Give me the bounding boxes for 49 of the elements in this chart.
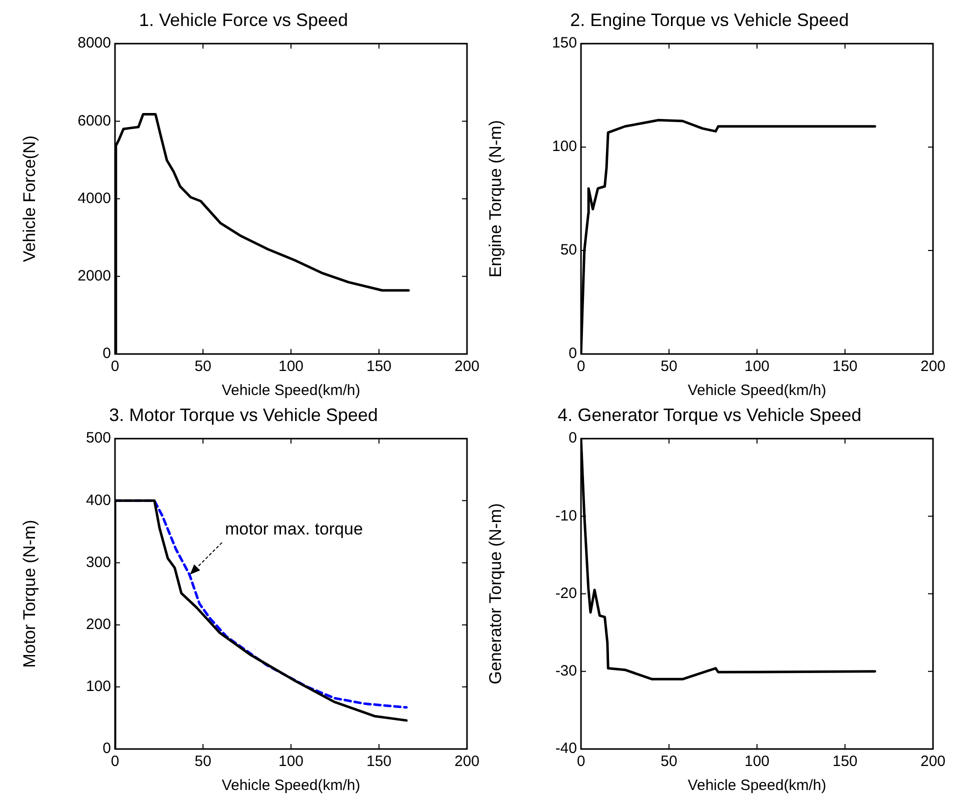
x-tick-label: 200 bbox=[454, 753, 480, 770]
x-tick-label: 100 bbox=[278, 358, 304, 376]
x-tick-label: 100 bbox=[278, 753, 304, 770]
y-axis-title: Generator Torque (N-m) bbox=[486, 503, 505, 684]
y-tick-label: 50 bbox=[560, 242, 577, 259]
y-tick-label: 8000 bbox=[78, 34, 111, 52]
x-tick-label: 100 bbox=[744, 358, 770, 376]
chart-title: 2. Engine Torque vs Vehicle Speed bbox=[570, 10, 849, 30]
y-tick-label: -30 bbox=[555, 662, 577, 680]
x-axis-title: Vehicle Speed(km/h) bbox=[688, 777, 826, 794]
y-axis-title: Vehicle Force(N) bbox=[20, 135, 39, 262]
y-tick-label: -40 bbox=[555, 740, 577, 758]
y-tick-label: 2000 bbox=[78, 268, 111, 285]
x-tick-label: 50 bbox=[660, 753, 678, 770]
x-tick-label: 50 bbox=[660, 358, 678, 376]
y-tick-label: 0 bbox=[568, 345, 577, 362]
annotation: motor max. torque bbox=[224, 520, 363, 539]
y-axis-title: Motor Torque (N-m) bbox=[20, 520, 39, 668]
x-tick-label: 200 bbox=[920, 753, 946, 770]
x-tick-label: 150 bbox=[832, 753, 858, 770]
x-axis-title: Vehicle Speed(km/h) bbox=[688, 382, 826, 400]
chart-title: 1. Vehicle Force vs Speed bbox=[138, 10, 348, 30]
x-axis-title: Vehicle Speed(km/h) bbox=[222, 777, 360, 794]
chart-title: 3. Motor Torque vs Vehicle Speed bbox=[109, 404, 378, 425]
x-tick-label: 150 bbox=[366, 753, 392, 770]
y-tick-label: 100 bbox=[552, 138, 577, 156]
y-tick-label: 6000 bbox=[78, 112, 111, 130]
y-tick-label: 0 bbox=[102, 345, 111, 362]
x-tick-label: 150 bbox=[832, 358, 858, 376]
y-tick-label: 0 bbox=[102, 740, 111, 758]
x-tick-label: 200 bbox=[454, 358, 480, 376]
y-tick-label: 500 bbox=[86, 430, 111, 447]
x-axis-title: Vehicle Speed(km/h) bbox=[222, 382, 360, 400]
y-tick-label: 4000 bbox=[78, 190, 111, 207]
chart-title: 4. Generator Torque vs Vehicle Speed bbox=[558, 404, 862, 425]
y-tick-label: 300 bbox=[86, 554, 111, 571]
y-tick-label: 400 bbox=[86, 492, 111, 509]
x-tick-label: 50 bbox=[194, 753, 212, 770]
y-tick-label: -20 bbox=[555, 584, 577, 602]
x-tick-label: 200 bbox=[920, 358, 946, 376]
y-tick-label: -10 bbox=[555, 507, 577, 524]
x-tick-label: 100 bbox=[744, 753, 770, 770]
y-tick-label: 150 bbox=[552, 34, 577, 52]
x-tick-label: 50 bbox=[194, 358, 212, 376]
y-tick-label: 200 bbox=[86, 616, 111, 633]
y-axis-title: Engine Torque (N-m) bbox=[486, 120, 505, 278]
y-tick-label: 0 bbox=[568, 430, 577, 447]
x-tick-label: 150 bbox=[366, 358, 392, 376]
y-tick-label: 100 bbox=[86, 678, 111, 696]
